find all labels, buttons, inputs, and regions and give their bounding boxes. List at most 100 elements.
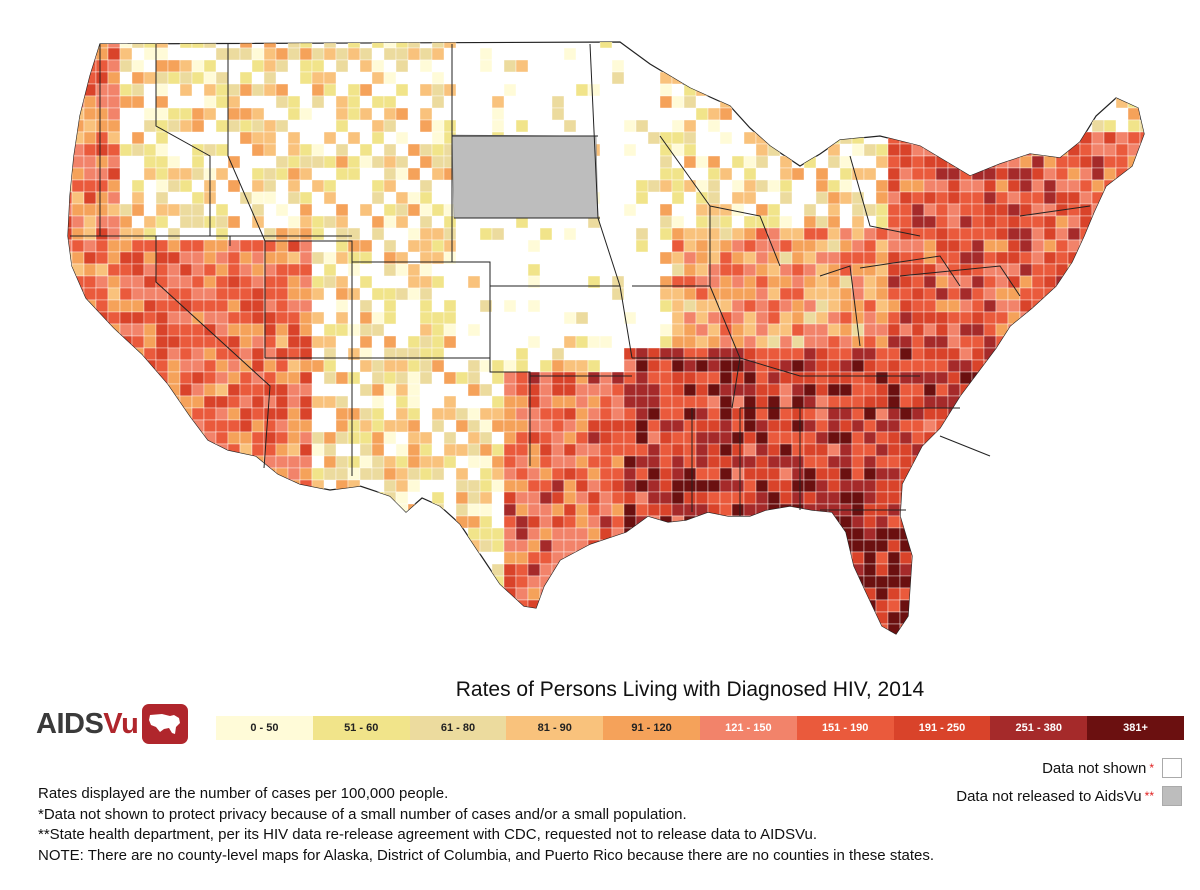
county-cell [1067, 227, 1081, 241]
county-cell [995, 179, 1009, 193]
county-cell [755, 599, 769, 613]
county-cell [155, 59, 169, 73]
county-cell [467, 431, 481, 445]
county-cell [239, 287, 253, 301]
county-cell [539, 383, 553, 397]
county-cell [239, 263, 253, 277]
county-cell [1043, 515, 1057, 529]
county-cell [263, 611, 277, 625]
county-cell [299, 323, 313, 337]
county-cell [647, 587, 661, 601]
county-cell [155, 359, 169, 373]
county-cell [827, 491, 841, 505]
county-cell [395, 587, 409, 601]
county-cell [911, 179, 925, 193]
county-cell [1067, 623, 1081, 634]
county-cell [68, 227, 73, 241]
county-cell [935, 323, 949, 337]
county-cell [287, 143, 301, 157]
county-cell [491, 407, 505, 421]
county-cell [707, 359, 721, 373]
county-cell [899, 515, 913, 529]
county-cell [275, 407, 289, 421]
county-cell [68, 431, 73, 445]
county-cell [731, 191, 745, 205]
county-cell [803, 347, 817, 361]
county-cell [755, 551, 769, 565]
county-cell [779, 347, 793, 361]
county-cell [1127, 611, 1141, 625]
county-cell [743, 575, 757, 589]
county-cell [107, 407, 121, 421]
county-cell [1031, 287, 1045, 301]
county-cell [527, 599, 541, 613]
county-cell [707, 455, 721, 469]
county-cell [131, 599, 145, 613]
county-cell [131, 311, 145, 325]
county-cell [815, 491, 829, 505]
county-cell [1055, 287, 1069, 301]
county-cell [131, 551, 145, 565]
county-cell [107, 587, 121, 601]
county-cell [671, 503, 685, 517]
county-cell [455, 539, 469, 553]
county-cell [251, 551, 265, 565]
county-cell [683, 623, 697, 634]
county-cell [1031, 251, 1045, 265]
county-cell [407, 359, 421, 373]
county-cell [299, 287, 313, 301]
county-cell [527, 575, 541, 589]
county-cell [155, 383, 169, 397]
county-cell [1007, 467, 1021, 481]
county-cell [899, 359, 913, 373]
county-cell [515, 371, 529, 385]
county-cell [503, 551, 517, 565]
county-cell [71, 311, 85, 325]
county-cell [911, 467, 925, 481]
county-cell [263, 143, 277, 157]
county-cell [947, 503, 961, 517]
county-cell [311, 251, 325, 265]
county-cell [203, 335, 217, 349]
county-cell [419, 431, 433, 445]
county-cell [71, 191, 85, 205]
county-cell [995, 503, 1009, 517]
county-cell [335, 275, 349, 289]
county-cell [155, 455, 169, 469]
county-cell [95, 155, 109, 169]
county-cell [1055, 263, 1069, 277]
county-cell [851, 251, 865, 265]
county-cell [323, 42, 337, 49]
county-cell [1091, 215, 1105, 229]
county-cell [947, 539, 961, 553]
county-cell [563, 47, 577, 61]
county-cell [983, 455, 997, 469]
county-cell [803, 623, 817, 634]
county-cell [791, 323, 805, 337]
county-cell [947, 179, 961, 193]
county-cell [707, 599, 721, 613]
county-cell [359, 407, 373, 421]
county-cell [167, 335, 181, 349]
county-cell [971, 551, 985, 565]
county-cell [971, 251, 985, 265]
county-cell [515, 611, 529, 625]
county-cell [959, 419, 973, 433]
county-cell [1007, 587, 1021, 601]
county-cell [407, 503, 421, 517]
county-cell [287, 407, 301, 421]
county-cell [1091, 335, 1105, 349]
county-cell [71, 407, 85, 421]
county-cell [923, 311, 937, 325]
county-cell [251, 443, 265, 457]
county-cell [1139, 551, 1144, 565]
county-cell [347, 83, 361, 97]
county-cell [815, 575, 829, 589]
county-cell [251, 371, 265, 385]
county-cell [311, 335, 325, 349]
county-cell [1127, 275, 1141, 289]
county-cell [935, 83, 949, 97]
county-cell [731, 467, 745, 481]
county-cell [251, 335, 265, 349]
county-cell [887, 623, 901, 634]
